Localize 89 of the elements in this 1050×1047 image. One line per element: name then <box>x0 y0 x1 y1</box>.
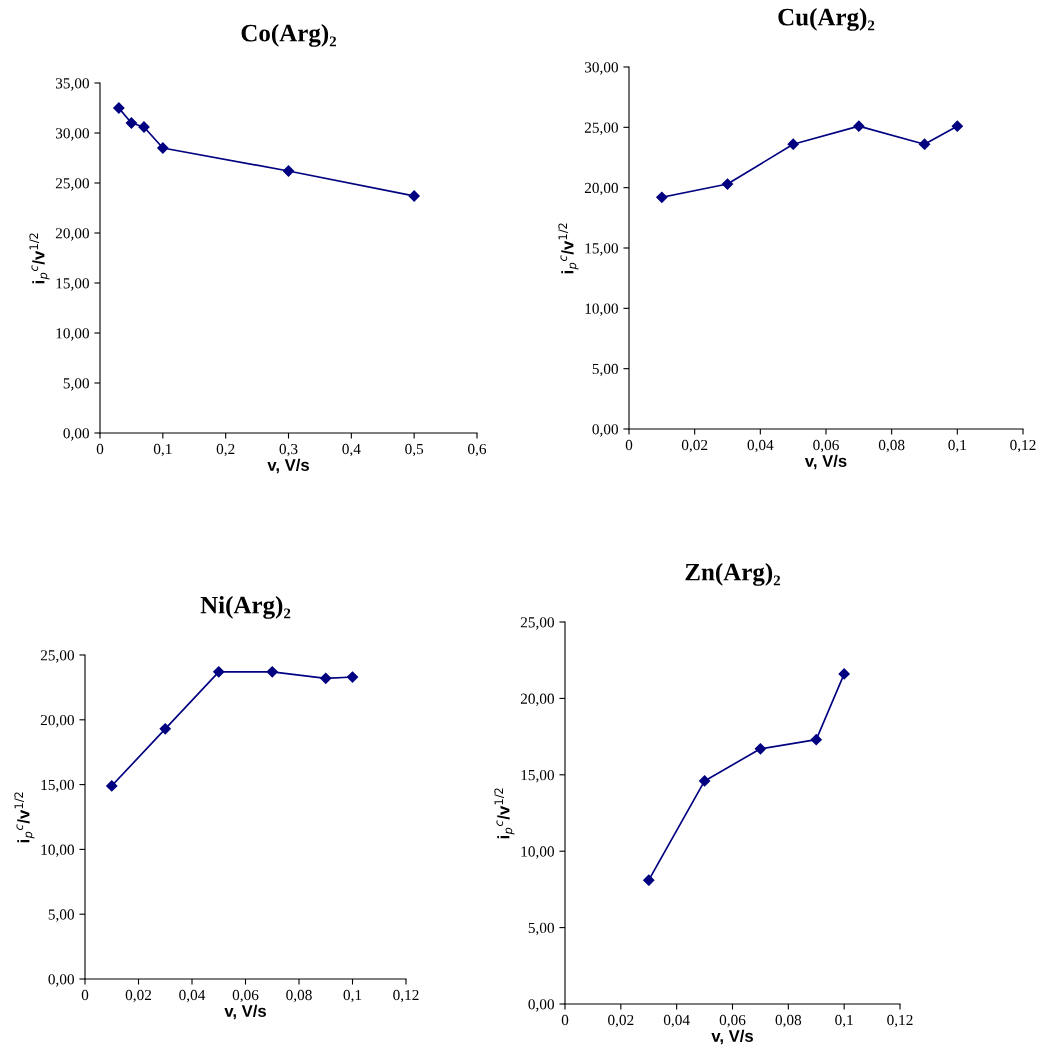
point <box>918 138 931 150</box>
chart-title: Co(Arg)₂ <box>241 23 337 47</box>
y-tick-label: 5,00 <box>592 363 618 377</box>
y-tick-label: 5,00 <box>528 922 554 936</box>
y-tick-label: 5,00 <box>48 909 74 922</box>
point <box>698 775 711 787</box>
point <box>125 117 138 129</box>
point <box>787 138 799 150</box>
point <box>282 165 295 177</box>
chart-title: Cu(Arg)₂ <box>778 7 875 31</box>
x-axis-title: v, V/s <box>711 1029 753 1045</box>
x-tick-label: 0,2 <box>216 443 235 457</box>
y-tick-label: 0,00 <box>592 424 618 437</box>
x-tick-label: 0,08 <box>286 989 312 1003</box>
x-tick-label: 0,3 <box>279 443 298 457</box>
y-axis-title: i$_{p}$$^{c}$/v$^{1/2}$ <box>494 788 515 839</box>
x-axis-title: v, V/s <box>267 458 309 474</box>
x-tick-label: 0,1 <box>343 989 362 1003</box>
x-tick-label: 0,08 <box>775 1014 802 1028</box>
y-tick-label: 0,00 <box>528 999 554 1012</box>
x-tick-label: 0,1 <box>948 439 966 453</box>
x-tick-label: 0,1 <box>835 1014 853 1028</box>
y-tick-label: 25,00 <box>584 122 618 135</box>
x-tick-label: 0 <box>561 1014 569 1026</box>
point <box>838 668 850 680</box>
x-tick-label: 0,04 <box>663 1014 690 1028</box>
y-tick-label: 35,00 <box>55 78 89 91</box>
y-tick-label: 10,00 <box>521 846 554 859</box>
x-tick-label: 0,02 <box>608 1014 634 1028</box>
y-axis-title: i$_{p}$$^{c}$/v$^{1/2}$ <box>558 223 579 274</box>
y-tick-label: 15,00 <box>41 779 74 793</box>
x-tick-label: 0,06 <box>813 439 839 453</box>
y-tick-label: 10,00 <box>585 303 618 316</box>
x-tick-label: 0 <box>81 989 89 1001</box>
point <box>159 723 171 735</box>
point <box>106 780 118 792</box>
y-tick-label: 20,00 <box>584 182 618 196</box>
x-tick-label: 0,12 <box>1010 439 1036 453</box>
point <box>408 190 420 202</box>
x-tick-label: 0,02 <box>681 439 708 453</box>
y-tick-label: 30,00 <box>584 62 618 75</box>
y-tick-label: 5,00 <box>63 378 89 391</box>
y-tick-label: 15,00 <box>521 769 554 783</box>
x-tick-label: 0,04 <box>179 989 206 1003</box>
y-tick-label: 30,00 <box>55 128 89 141</box>
point <box>951 120 963 132</box>
point <box>213 666 225 678</box>
x-tick-label: 0,12 <box>887 1014 913 1028</box>
chart-title: Ni(Arg)₂ <box>200 595 291 619</box>
x-tick-label: 0,12 <box>393 989 419 1003</box>
x-tick-label: 0,08 <box>878 439 905 453</box>
y-axis-title: i$_{p}$$^{c}$/v$^{1/2}$ <box>29 233 50 284</box>
y-tick-label: 20,00 <box>55 228 89 241</box>
point <box>266 666 278 678</box>
y-tick-label: 25,00 <box>40 650 74 663</box>
x-tick-label: 0,1 <box>153 443 172 457</box>
x-tick-label: 0 <box>96 443 104 455</box>
y-tick-label: 0,00 <box>48 974 74 987</box>
y-axis-title: i$_{p}$$^{c}$/v$^{1/2}$ <box>14 792 35 843</box>
y-tick-label: 10,00 <box>56 328 89 341</box>
point <box>754 743 767 755</box>
x-axis-title: v, V/s <box>224 1004 266 1020</box>
x-tick-label: 0,6 <box>468 443 487 457</box>
x-tick-label: 0,02 <box>125 989 152 1003</box>
y-tick-label: 25,00 <box>55 178 89 191</box>
point <box>853 120 865 132</box>
point <box>157 142 169 154</box>
point <box>810 734 822 746</box>
x-tick-label: 0,06 <box>719 1014 746 1028</box>
point <box>721 178 734 190</box>
point <box>113 102 125 114</box>
y-tick-label: 0,00 <box>63 428 89 441</box>
y-tick-label: 15,00 <box>56 278 89 291</box>
y-tick-label: 20,00 <box>520 693 554 707</box>
x-tick-label: 0,4 <box>342 443 361 457</box>
x-tick-label: 0 <box>625 439 633 451</box>
chart-title: Zn(Arg)₂ <box>685 562 781 586</box>
x-tick-label: 0,5 <box>405 443 424 457</box>
point <box>656 191 668 203</box>
point <box>320 672 332 684</box>
x-tick-label: 0,04 <box>747 439 774 453</box>
point <box>643 874 655 886</box>
x-axis-title: v, V/s <box>804 454 847 470</box>
y-tick-label: 20,00 <box>40 714 74 728</box>
y-tick-label: 10,00 <box>41 844 74 858</box>
x-tick-label: 0,06 <box>232 989 259 1003</box>
y-tick-label: 25,00 <box>520 617 554 630</box>
y-tick-label: 15,00 <box>585 243 618 256</box>
point <box>346 671 359 683</box>
